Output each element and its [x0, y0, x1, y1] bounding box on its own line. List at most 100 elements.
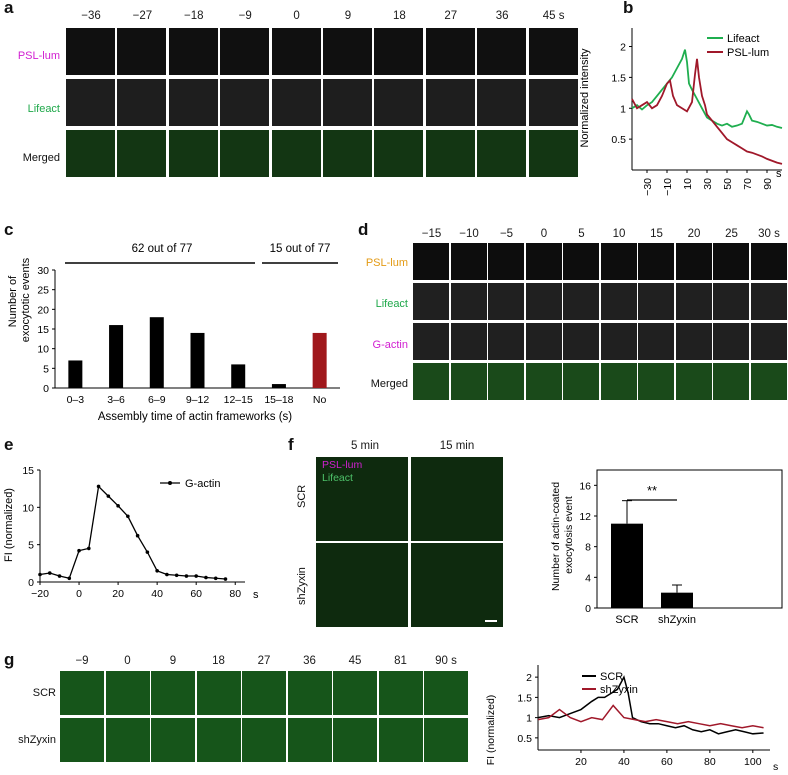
panel-c-ylabel-line1: Number of — [7, 275, 19, 327]
panel-a-tile-r0-c1 — [117, 28, 167, 75]
series-point — [106, 494, 111, 498]
panel-d-row-label-gactin: G-actin — [372, 339, 408, 351]
panel-a-tile-r0-c0 — [66, 28, 115, 75]
panel-d-tile-r1-c0 — [413, 283, 449, 320]
panel-c-annotation-62: 62 out of 77 — [132, 243, 193, 255]
panel-d-time-0: −15 — [421, 228, 442, 240]
panel-d-tile-r0-c3 — [525, 243, 562, 280]
panel-a-row-label-lifeact: Lifeact — [27, 103, 60, 115]
panel-g-tile-r0-c2 — [151, 671, 195, 715]
panel-d-time-5: 10 — [612, 228, 626, 240]
panel-f-ylabel: Number of actin-coated exocytosis event — [550, 479, 575, 591]
panel-d-tile-r3-c8 — [713, 363, 749, 400]
panel-a-tile-r0-c2 — [168, 28, 218, 75]
panel-a-tile-r1-c0 — [66, 79, 115, 126]
series-point — [38, 572, 42, 577]
y-tick-label: 10 — [37, 344, 49, 356]
panel-a-time-2: −18 — [184, 10, 204, 22]
panel-f-label: f — [288, 435, 294, 454]
panel-d-tile-r2-c8 — [713, 323, 749, 360]
panel-d-tile-r3-c4 — [563, 363, 599, 400]
panel-f-scale-bar — [485, 620, 497, 622]
legend-label-scr: SCR — [600, 671, 623, 683]
x-tick-label: shZyxin — [658, 614, 696, 626]
panel-e-label: e — [4, 435, 14, 454]
panel-f-row-label-scr: SCR — [296, 478, 310, 508]
panel-f-col-title-5min: 5 min — [350, 440, 380, 452]
y-tick-label: 0.5 — [517, 733, 532, 745]
y-tick-label: 8 — [585, 542, 591, 554]
panel-c-ylabel: Number of exocytotic events — [7, 257, 32, 342]
panel-d-tile-r0-c1 — [450, 243, 487, 280]
panel-g-tile-r0-c1 — [105, 671, 150, 715]
panel-g-row-label-shzyxin: shZyxin — [18, 734, 56, 746]
series-point — [116, 504, 120, 508]
x-tick-label: 15–18 — [264, 394, 293, 406]
panel-a-row-label-psl: PSL-lum — [17, 50, 60, 62]
panel-d-tile-r0-c9 — [750, 243, 787, 280]
panel-a-tile-r2-c6 — [374, 130, 424, 177]
panel-d-row-label-merged: Merged — [370, 378, 408, 390]
series-point — [77, 548, 81, 553]
y-tick-label: 16 — [579, 480, 591, 492]
panel-f-overlay-psl: PSL-lum — [322, 459, 363, 471]
y-tick-label: 2 — [620, 42, 626, 54]
series-point — [87, 546, 91, 551]
panel-a-tile-r1-c1 — [117, 79, 167, 126]
panel-a-tile-r0-c9 — [528, 28, 578, 75]
panel-g-tile-r1-c1 — [105, 718, 150, 762]
y-tick-label: 12 — [579, 511, 591, 523]
panel-f-bar-chart: 0 4 8 12 16 SCR shZyxin Number of actin-coated… — [550, 469, 783, 626]
panel-d-tile-r0-c7 — [675, 243, 712, 280]
series-point — [67, 576, 72, 581]
panel-f-significance: ** — [647, 483, 657, 498]
panel-a-time-4: 0 — [293, 10, 300, 22]
panel-g-time-6: 45 — [348, 655, 362, 667]
panel-a-tile-r0-c4 — [271, 28, 321, 75]
series-point — [194, 574, 198, 578]
panel-g-xlabel: s — [773, 761, 778, 773]
panel-d-tile-r1-c8 — [713, 283, 749, 320]
panel-d-tile-r2-c1 — [450, 323, 487, 360]
panel-g-time-2: 9 — [169, 655, 177, 667]
panel-g-tile-r1-c4 — [242, 718, 286, 762]
x-tick-label: 20 — [112, 588, 124, 600]
panel-d-tile-r0-c0 — [413, 243, 449, 280]
series-point — [145, 550, 150, 554]
panel-d-tile-r1-c4 — [563, 283, 599, 320]
panel-f-overlay-lifeact: Lifeact — [322, 472, 353, 484]
bar-2 — [149, 317, 164, 388]
panel-d-tile-r3-c1 — [450, 363, 487, 400]
x-tick-label: SCR — [615, 614, 638, 626]
panel-a-tile-r0-c7 — [425, 28, 475, 75]
x-tick-label: 80 — [704, 756, 716, 768]
panel-a-tile-r2-c7 — [425, 130, 475, 177]
panel-b-chart: −30 −10 10 30 50 70 90 0.5 1 1.5 2 Normalized inte… — [580, 28, 783, 196]
panel-f-row-label-scr-text: SCR — [296, 484, 308, 508]
panel-f-image-scr-15min — [411, 457, 503, 541]
panel-d-time-9: 30 s — [758, 228, 780, 240]
y-tick-label: 0 — [43, 383, 49, 395]
panel-d-tile-r3-c9 — [750, 363, 787, 400]
panel-a-tile-r2-c3 — [220, 130, 270, 177]
x-tick-label: 0–3 — [67, 394, 85, 406]
y-tick-label: 4 — [585, 572, 591, 584]
panel-a-time-3: −9 — [238, 10, 252, 22]
panel-g-time-1: 0 — [124, 655, 131, 667]
panel-d-tile-r0-c6 — [638, 243, 674, 280]
series-line-0 — [39, 485, 226, 580]
panel-d-row-label-lifeact: Lifeact — [375, 298, 408, 310]
panel-g-tile-r0-c4 — [242, 671, 286, 715]
panel-c-chart: 0 5 10 15 20 25 30 0–3 3–6 6–9 9–12 12–15 15–18 No Nu… — [7, 243, 340, 423]
panel-d-tile-r2-c0 — [413, 323, 449, 360]
panel-g-tile-r1-c2 — [151, 718, 195, 762]
panel-d-tile-r3-c0 — [413, 363, 449, 400]
panel-d-tile-r2-c7 — [675, 323, 712, 360]
x-tick-label: 40 — [151, 588, 163, 600]
x-tick-label: 80 — [229, 588, 241, 600]
panel-d-tile-r1-c2 — [488, 283, 524, 320]
panel-c-annotation-15: 15 out of 77 — [270, 243, 331, 255]
panel-a-tile-r2-c4 — [271, 130, 321, 177]
y-tick-label: 0.5 — [611, 134, 626, 146]
